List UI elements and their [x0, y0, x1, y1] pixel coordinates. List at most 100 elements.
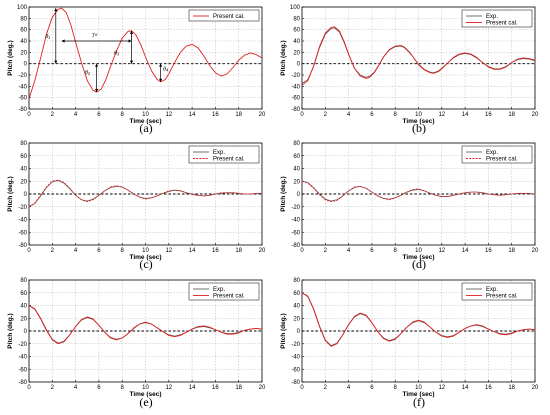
x-tick-label: 20 — [532, 112, 539, 118]
y-tick-label: 60 — [293, 28, 300, 34]
y-tick-label: -60 — [18, 367, 27, 373]
theta4-label: θ₄ — [163, 66, 168, 72]
y-tick-label: 40 — [20, 167, 27, 173]
y-tick-label: 0 — [24, 329, 28, 335]
x-axis-label: Time (sec) — [129, 118, 161, 125]
x-tick-label: 16 — [485, 112, 492, 118]
x-tick-label: 6 — [370, 248, 374, 254]
panel-label-d: (d) — [412, 257, 426, 271]
y-tick-label: -40 — [18, 218, 27, 224]
x-tick-label: 12 — [165, 385, 172, 391]
legend-entry: Present cal. — [213, 14, 245, 20]
y-axis-label: Pitch (deg.) — [7, 313, 14, 348]
y-tick-label: 40 — [293, 167, 300, 173]
series-line-present-cal — [29, 179, 262, 208]
chart-panel-c: 0 2 4 6 8 10 12 14 16 18 20 -80 -60 -40 -20 0 20 40 60 80 Ti… — [7, 141, 266, 271]
y-tick-label: -80 — [18, 107, 27, 113]
x-tick-label: 14 — [462, 248, 469, 254]
y-tick-label: 0 — [24, 62, 28, 68]
x-tick-label: 12 — [165, 112, 172, 118]
x-tick-label: 18 — [508, 248, 515, 254]
x-tick-label: 10 — [415, 385, 422, 391]
y-tick-label: 40 — [20, 39, 27, 45]
theta1-arrow-head — [54, 8, 58, 12]
x-tick-label: 2 — [51, 248, 55, 254]
y-tick-label: 80 — [20, 278, 27, 284]
x-tick-label: 18 — [235, 112, 242, 118]
x-tick-label: 8 — [121, 248, 125, 254]
series-line-present-cal — [302, 292, 535, 347]
y-tick-label: -40 — [291, 84, 300, 90]
x-tick-label: 8 — [121, 112, 125, 118]
x-tick-label: 4 — [347, 112, 351, 118]
x-tick-label: 16 — [485, 248, 492, 254]
x-tick-label: 0 — [300, 248, 304, 254]
y-tick-label: -60 — [291, 367, 300, 373]
legend-entry: Present cal. — [213, 294, 245, 300]
y-tick-label: 80 — [20, 16, 27, 22]
y-axis-label: Pitch (deg.) — [7, 40, 14, 75]
y-tick-label: -20 — [291, 342, 300, 348]
chart-panel-f: 0 2 4 6 8 10 12 14 16 18 20 -80 -60 -40 -20 0 20 40 60 80 Ti… — [280, 278, 539, 409]
x-tick-label: 2 — [51, 385, 55, 391]
y-tick-label: 40 — [293, 39, 300, 45]
y-tick-label: -20 — [18, 205, 27, 211]
theta3-arrow-head — [129, 60, 134, 64]
x-tick-label: 14 — [189, 248, 196, 254]
y-tick-label: -80 — [18, 380, 27, 386]
x-tick-label: 6 — [370, 385, 374, 391]
chart-panel-b: 0 2 4 6 8 10 12 14 16 18 20 -80 -60 -40 -20 0 20 40 60 80 10… — [280, 5, 539, 135]
x-tick-label: 8 — [394, 385, 398, 391]
chart-panel-e: 0 2 4 6 8 10 12 14 16 18 20 -80 -60 -40 -20 0 20 40 60 80 Ti… — [7, 278, 266, 409]
legend-entry: Exp. — [213, 150, 225, 156]
x-tick-label: 8 — [121, 385, 125, 391]
legend-entry: Exp. — [486, 150, 498, 156]
x-axis-label: Time (sec) — [402, 254, 434, 261]
panel-label-b: (b) — [412, 121, 426, 135]
y-axis-label: Pitch (deg.) — [280, 176, 287, 211]
x-tick-label: 4 — [74, 248, 78, 254]
x-tick-label: 2 — [324, 112, 328, 118]
x-axis-label: Time (sec) — [402, 391, 434, 398]
x-tick-label: 20 — [532, 385, 539, 391]
x-tick-label: 6 — [97, 385, 101, 391]
y-tick-label: 80 — [20, 141, 27, 147]
x-tick-label: 18 — [235, 248, 242, 254]
x-tick-label: 4 — [74, 112, 78, 118]
x-tick-label: 12 — [438, 112, 445, 118]
legend-entry: Exp. — [213, 287, 225, 293]
y-tick-label: -60 — [18, 96, 27, 102]
x-tick-label: 6 — [97, 248, 101, 254]
x-tick-label: 10 — [142, 248, 149, 254]
x-tick-label: 12 — [438, 385, 445, 391]
y-tick-label: 60 — [20, 28, 27, 34]
panel-label-e: (e) — [139, 395, 152, 409]
chart-panel-a: 0 2 4 6 8 10 12 14 16 18 20 -80 -60 -40 -20 0 20 40 60 80 10… — [7, 5, 266, 135]
y-tick-label: -80 — [291, 107, 300, 113]
x-tick-label: 20 — [259, 248, 266, 254]
y-tick-label: -80 — [18, 243, 27, 249]
theta4-arrow-head — [159, 78, 163, 82]
x-tick-label: 16 — [212, 112, 219, 118]
theta2-arrow-head — [94, 89, 99, 92]
legend-entry: Present cal. — [486, 157, 518, 163]
y-tick-label: 0 — [297, 329, 301, 335]
y-tick-label: 40 — [20, 304, 27, 310]
legend-box — [188, 9, 260, 22]
x-tick-label: 2 — [324, 385, 328, 391]
y-tick-label: 20 — [293, 50, 300, 56]
x-tick-label: 0 — [27, 112, 31, 118]
series-line-exp — [302, 180, 535, 202]
x-tick-label: 14 — [189, 385, 196, 391]
legend-entry: Exp. — [486, 14, 498, 20]
y-tick-label: 20 — [20, 50, 27, 56]
x-tick-label: 18 — [508, 112, 515, 118]
y-tick-label: 80 — [293, 141, 300, 147]
x-tick-label: 0 — [300, 385, 304, 391]
x-tick-label: 10 — [415, 248, 422, 254]
series-line-present-cal — [29, 7, 262, 99]
y-tick-label: -80 — [291, 380, 300, 386]
y-tick-label: -40 — [291, 355, 300, 361]
y-tick-label: 60 — [293, 291, 300, 297]
